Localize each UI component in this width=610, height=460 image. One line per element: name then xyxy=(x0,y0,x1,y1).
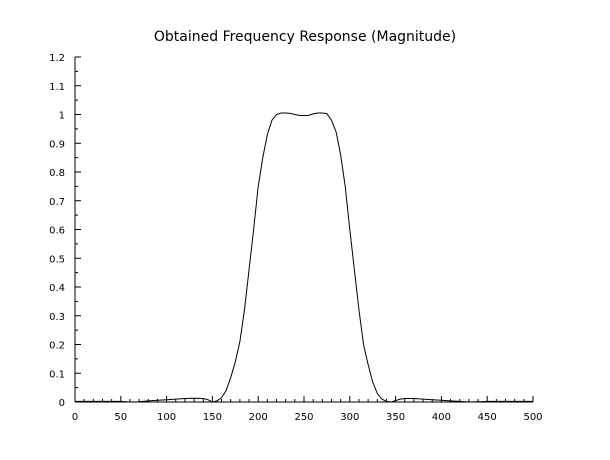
x-tick-label: 100 xyxy=(157,412,176,423)
x-tick-label: 400 xyxy=(432,412,451,423)
x-tick-label: 250 xyxy=(294,412,313,423)
y-tick-label: 0.8 xyxy=(49,168,65,179)
y-tick-label: 0.7 xyxy=(49,197,65,208)
y-tick-label: 1.2 xyxy=(49,53,65,64)
y-tick-label: 0 xyxy=(59,398,65,409)
x-tick-label: 200 xyxy=(249,412,268,423)
y-tick-label: 1 xyxy=(59,111,65,122)
x-tick-label: 350 xyxy=(386,412,405,423)
tick-labels: 0 50 100 150 200 250 300 350 400 450 500 0 0.1 0.2 0.3… xyxy=(49,53,542,423)
x-tick-label: 0 xyxy=(72,412,78,423)
y-tick-label: 0.9 xyxy=(49,139,65,150)
y-tick-label: 0.4 xyxy=(49,283,65,294)
y-tick-label: 0.1 xyxy=(49,369,65,380)
x-tick-label: 300 xyxy=(340,412,359,423)
ticks xyxy=(74,56,534,403)
x-tick-label: 50 xyxy=(114,412,127,423)
y-tick-label: 0.6 xyxy=(49,226,65,237)
response-curve-line xyxy=(75,112,533,403)
x-tick-label: 150 xyxy=(203,412,222,423)
chart-title: Obtained Frequency Response (Magnitude) xyxy=(153,29,457,45)
y-tick-label: 0.5 xyxy=(49,254,65,265)
x-tick-label: 450 xyxy=(478,412,497,423)
y-tick-label: 0.3 xyxy=(49,312,65,323)
y-tick-label: 1.1 xyxy=(49,82,65,93)
axes xyxy=(74,57,533,403)
x-tick-label: 500 xyxy=(523,412,542,423)
y-tick-label: 0.2 xyxy=(49,341,65,352)
